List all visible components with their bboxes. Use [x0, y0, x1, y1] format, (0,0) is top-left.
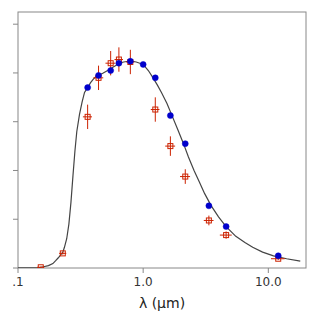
y-tick — [13, 121, 18, 122]
observed-point — [153, 107, 158, 112]
y-error-bar — [40, 266, 41, 268]
y-error-bar — [118, 47, 119, 71]
y-error-bar — [155, 97, 156, 121]
series-1 — [37, 47, 285, 268]
plot-area — [18, 47, 300, 268]
model-point — [140, 61, 146, 67]
model-point — [85, 85, 91, 91]
observed-point — [206, 218, 211, 223]
model-point — [152, 75, 158, 81]
series-0 — [18, 61, 300, 268]
series-2 — [85, 58, 282, 259]
observed-point — [108, 61, 113, 66]
model-point — [96, 72, 102, 78]
x-tick-label: 10.0 — [255, 275, 282, 289]
y-tick — [13, 268, 18, 269]
model-point — [127, 58, 133, 64]
y-error-bar — [185, 169, 186, 184]
x-axis-label: λ (μm) — [139, 295, 185, 311]
chart: .1 1.0 10.0 λ (μm) — [0, 0, 320, 320]
chart-container: .1 1.0 10.0 λ (μm) — [0, 0, 320, 320]
y-error-bar — [62, 252, 63, 254]
x-tick — [143, 268, 144, 273]
x-tick-label: .1 — [12, 275, 23, 289]
model-point — [275, 253, 281, 259]
y-error-bar — [87, 105, 88, 129]
y-tick — [13, 24, 18, 25]
plot-frame — [18, 12, 306, 268]
observed-point — [60, 251, 65, 256]
y-error-bar — [170, 136, 171, 156]
y-tick — [13, 72, 18, 73]
observed-point — [38, 265, 43, 268]
observed-point — [183, 174, 188, 179]
axes: .1 1.0 10.0 — [12, 12, 306, 289]
y-tick — [13, 170, 18, 171]
model-point — [206, 203, 212, 209]
model-curve — [18, 61, 300, 268]
observed-point — [224, 233, 229, 238]
observed-point — [168, 144, 173, 149]
y-tick — [13, 219, 18, 220]
x-tick — [18, 268, 19, 273]
model-point — [223, 224, 229, 230]
x-tick-label: 1.0 — [134, 275, 153, 289]
observed-point — [85, 114, 90, 119]
y-error-bar — [208, 216, 209, 226]
x-tick — [268, 268, 269, 273]
model-point — [182, 141, 188, 147]
model-point — [116, 60, 122, 66]
model-point — [167, 113, 173, 119]
model-point — [108, 68, 114, 74]
